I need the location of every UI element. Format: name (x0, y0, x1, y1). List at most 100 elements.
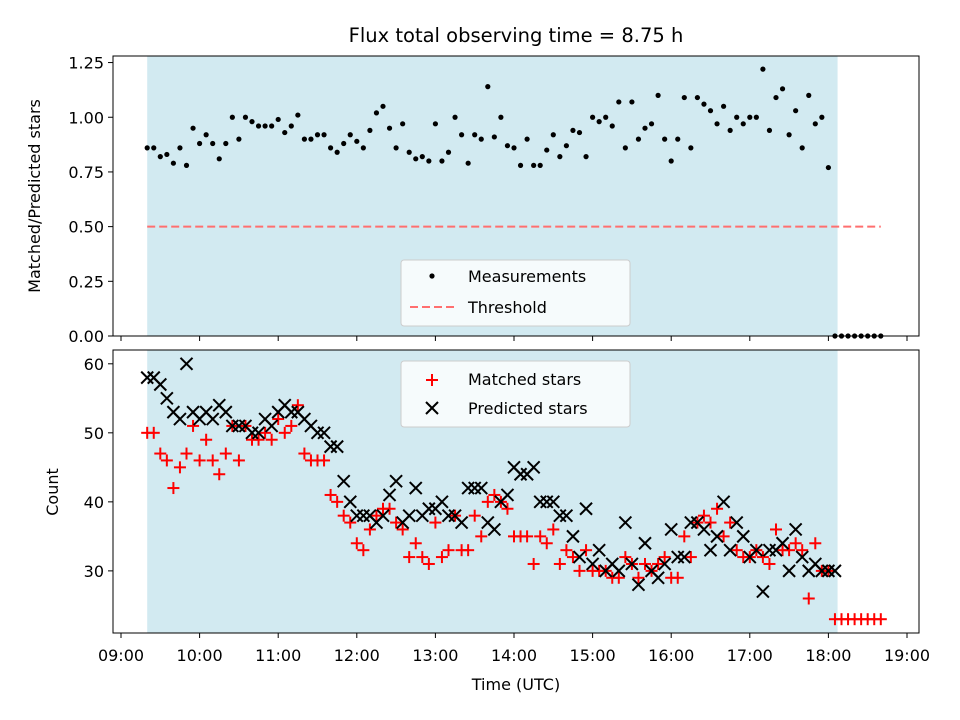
matched-stars-point (756, 551, 769, 564)
predicted-stars-point (749, 543, 764, 557)
legend-marker-matched-stars (426, 374, 438, 386)
matched-stars-point (252, 433, 265, 446)
predicted-stars-point (140, 370, 154, 385)
bottom-y-axis: 30 40 50 60 (84, 355, 113, 581)
matched-stars-point (429, 516, 442, 529)
measurement-point (694, 94, 701, 101)
predicted-stars-point (762, 543, 777, 557)
predicted-stars-point (264, 419, 279, 433)
predicted-stars-point (795, 550, 809, 564)
predicted-stars-point (179, 357, 194, 371)
predicted-stars-point (625, 557, 639, 571)
matched-stars-point (580, 544, 593, 557)
predicted-stars-point (729, 515, 744, 530)
measurement-point (491, 134, 497, 140)
top-y-axis-label: Matched/Predicted stars (25, 99, 44, 293)
x-tick-label: 12:00 (334, 646, 380, 665)
predicted-stars-point (474, 481, 488, 495)
matched-stars-point (213, 468, 226, 481)
legend-label-predicted-stars: Predicted stars (468, 399, 588, 418)
predicted-stars-point (566, 529, 580, 544)
matched-stars-point (809, 537, 822, 550)
measurement-point (328, 145, 334, 151)
measurement-point (616, 99, 622, 105)
measurement-point (825, 164, 832, 171)
predicted-stars-point (376, 508, 390, 523)
measurement-point (590, 114, 596, 120)
matched-stars-point (383, 502, 396, 515)
measurement-point (465, 160, 471, 166)
measurement-point (688, 145, 694, 151)
measurement-point (308, 136, 314, 142)
matched-stars-point (573, 564, 586, 577)
measurement-point (216, 156, 222, 162)
measurement-point (242, 114, 249, 120)
predicted-stars-point (710, 529, 724, 544)
predicted-stars-point (546, 495, 561, 509)
predicted-stars-point (723, 543, 737, 557)
measurement-point (517, 162, 524, 168)
measurement-point (596, 119, 602, 125)
measurement-point (197, 140, 203, 147)
matched-stars-point (272, 413, 285, 426)
measurement-point (183, 162, 190, 168)
matched-stars-point (298, 447, 311, 460)
matched-stars-point (435, 551, 448, 564)
predicted-stars-point (756, 584, 770, 599)
matched-stars-point (173, 461, 186, 474)
measurement-point (812, 121, 818, 127)
matched-stars-point (763, 557, 776, 570)
top-panel: 0.00 0.25 0.50 0.75 1.00 1.25 Flux total obse… (25, 24, 920, 346)
measurement-point (354, 138, 360, 144)
matched-stars-point (396, 523, 409, 536)
predicted-stars-point (638, 536, 652, 550)
matched-stars-point (206, 454, 219, 467)
predicted-stars-point (435, 495, 449, 509)
x-tick-label: 10:00 (177, 646, 223, 665)
measurement-point (223, 140, 229, 147)
measurement-point (275, 116, 281, 123)
measurement-point (707, 108, 714, 114)
predicted-stars-point (788, 522, 803, 537)
predicted-stars-point (703, 543, 718, 557)
matched-stars-point (711, 502, 724, 515)
measurement-point (498, 114, 504, 120)
measurement-point (255, 123, 262, 129)
matched-stars-point (318, 454, 331, 467)
measurement-point (432, 121, 438, 127)
predicted-stars-point (612, 564, 626, 578)
measurement-point (779, 86, 786, 92)
measurement-point (819, 114, 825, 120)
matched-stars-point (390, 516, 403, 529)
measurement-point (478, 136, 484, 142)
matched-stars-point (652, 557, 665, 570)
y-tick-label: 60 (84, 355, 104, 374)
y-tick-label: 50 (84, 424, 104, 443)
matched-stars-point (357, 544, 370, 557)
matched-stars-point (796, 544, 809, 557)
matched-stars-point (475, 530, 488, 543)
measurement-point (157, 154, 163, 160)
measurement-point (439, 158, 445, 164)
matched-stars-point (409, 537, 422, 550)
matched-stars-point (612, 571, 625, 584)
matched-stars-point (167, 482, 180, 495)
predicted-stars-point (251, 426, 266, 440)
measurement-point (413, 156, 419, 162)
y-tick-label: 0.00 (68, 327, 104, 346)
bottom-y-axis-label: Count (43, 468, 62, 516)
matched-stars-point (416, 551, 429, 564)
predicted-stars-point (330, 439, 344, 454)
x-tick-label: 16:00 (648, 646, 694, 665)
x-tick-label: 13:00 (412, 646, 458, 665)
measurement-point (236, 136, 242, 142)
measurement-point (406, 149, 412, 155)
measurement-point (314, 132, 321, 138)
matched-stars-point (534, 530, 547, 543)
legend-marker-measurements (429, 273, 435, 279)
measurement-point (622, 145, 628, 151)
x-tick-label: 19:00 (884, 646, 930, 665)
predicted-stars-point (173, 412, 187, 426)
measurement-point (341, 140, 347, 147)
predicted-stars-point (153, 377, 168, 392)
